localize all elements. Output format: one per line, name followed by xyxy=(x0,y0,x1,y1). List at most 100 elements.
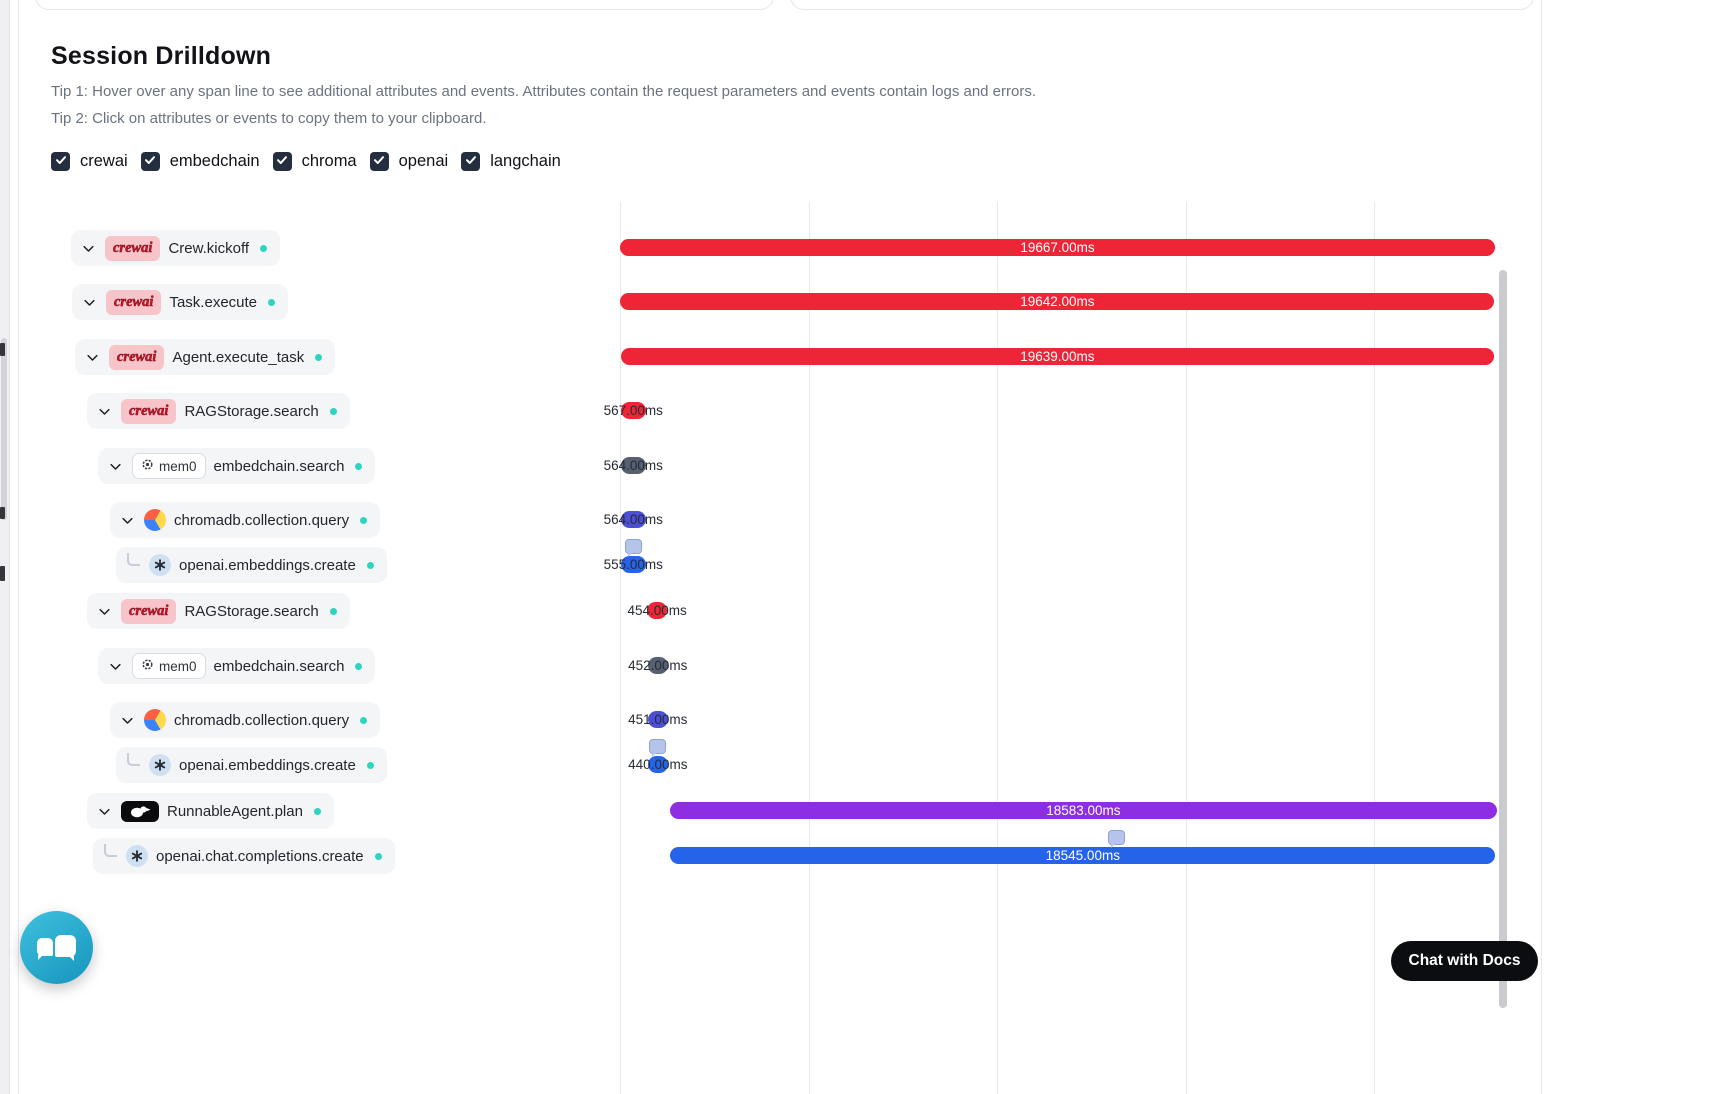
span-name: Agent.execute_task xyxy=(172,348,305,366)
timeline-gridline xyxy=(620,202,621,1094)
status-dot xyxy=(360,716,368,724)
duration-label: 567.00ms xyxy=(603,403,663,418)
tip-2: Tip 2: Click on attributes or events to … xyxy=(51,110,487,127)
span-duration-bar[interactable]: 19639.00ms xyxy=(620,348,1495,365)
event-bubble-icon[interactable] xyxy=(649,739,667,757)
openai-logo-icon xyxy=(149,554,171,576)
span-row-label[interactable]: openai.embeddings.create xyxy=(116,747,387,783)
event-bubble-icon[interactable] xyxy=(624,539,642,557)
span-row-label[interactable]: chromadb.collection.query xyxy=(110,702,381,738)
crewai-logo-badge: crewai xyxy=(121,598,177,624)
duration-label: 19667.00ms xyxy=(1020,240,1095,255)
status-dot xyxy=(329,407,337,415)
span-duration-bar[interactable] xyxy=(620,457,646,474)
filter-langchain: langchain xyxy=(461,152,561,171)
filter-label: chroma xyxy=(301,152,357,170)
span-row-label[interactable]: mem0 embedchain.search xyxy=(98,448,376,484)
span-name: chromadb.collection.query xyxy=(174,511,350,529)
chevron-down-icon[interactable] xyxy=(96,803,113,820)
span-row-label[interactable]: crewai Crew.kickoff xyxy=(71,230,281,266)
clipped-content-fragment xyxy=(0,566,5,581)
span-duration-bar[interactable] xyxy=(647,657,668,674)
chevron-down-icon[interactable] xyxy=(80,240,97,257)
filter-chroma: chroma xyxy=(272,152,357,171)
chevron-down-icon[interactable] xyxy=(107,458,124,475)
chevron-down-icon[interactable] xyxy=(84,349,101,366)
chevron-down-icon[interactable] xyxy=(119,512,136,529)
span-row-label[interactable]: openai.chat.completions.create xyxy=(93,838,395,874)
page-title: Session Drilldown xyxy=(51,42,271,71)
span-row-label[interactable]: openai.embeddings.create xyxy=(116,547,387,583)
chat-bubbles-icon xyxy=(37,935,77,961)
chat-with-docs-button[interactable]: Chat with Docs xyxy=(1391,941,1538,981)
span-name: RAGStorage.search xyxy=(184,402,319,420)
span-name: RunnableAgent.plan xyxy=(167,802,303,820)
left-edge-strip xyxy=(0,0,10,1094)
span-duration-bar[interactable]: 19667.00ms xyxy=(620,239,1495,256)
filter-label: embedchain xyxy=(169,152,260,170)
span-row-label[interactable]: RunnableAgent.plan xyxy=(87,793,334,829)
chevron-down-icon[interactable] xyxy=(96,403,113,420)
chat-widget-button[interactable] xyxy=(20,911,93,984)
span-duration-bar[interactable] xyxy=(620,556,646,573)
mem0-label: mem0 xyxy=(159,458,197,474)
filter-openai: openai xyxy=(369,152,448,171)
chevron-down-icon[interactable] xyxy=(119,712,136,729)
span-duration-bar[interactable] xyxy=(647,602,668,619)
duration-label: 451.00ms xyxy=(628,712,688,727)
status-dot xyxy=(355,462,363,470)
event-bubble-icon[interactable] xyxy=(1107,830,1125,848)
filter-crewai: crewai xyxy=(51,152,128,171)
span-row-label[interactable]: chromadb.collection.query xyxy=(110,502,381,538)
span-row-label[interactable]: mem0 embedchain.search xyxy=(98,648,376,684)
status-dot xyxy=(360,516,368,524)
filter-checkbox-embedchain[interactable] xyxy=(140,152,160,171)
filter-label: langchain xyxy=(490,152,561,170)
openai-logo-icon xyxy=(149,754,171,776)
duration-label: 555.00ms xyxy=(603,557,663,572)
span-name: Crew.kickoff xyxy=(168,239,250,257)
span-duration-bar[interactable] xyxy=(620,511,646,528)
timeline-gridline xyxy=(1185,202,1187,1094)
span-duration-bar[interactable] xyxy=(648,756,668,773)
span-row-label[interactable]: crewai Agent.execute_task xyxy=(75,339,336,375)
span-name: embedchain.search xyxy=(213,657,345,675)
filter-checkbox-openai[interactable] xyxy=(369,152,389,171)
filter-embedchain: embedchain xyxy=(140,152,260,171)
status-dot xyxy=(260,244,268,252)
page-title-text: Session Drilldown xyxy=(51,42,272,70)
span-duration-bar[interactable]: 18583.00ms xyxy=(670,802,1497,819)
clipped-content-fragment xyxy=(0,507,5,519)
clipped-content-fragment xyxy=(0,343,5,356)
chroma-logo-icon xyxy=(144,709,166,731)
vertical-scrollbar[interactable] xyxy=(1499,270,1507,1008)
filter-checkbox-chroma[interactable] xyxy=(272,152,292,171)
span-duration-bar[interactable] xyxy=(620,402,646,419)
timeline-gridline xyxy=(808,202,810,1094)
span-duration-bar[interactable]: 18545.00ms xyxy=(670,847,1496,864)
span-duration-bar[interactable] xyxy=(647,711,668,728)
chevron-down-icon[interactable] xyxy=(107,658,124,675)
gear-icon xyxy=(141,658,154,674)
duration-label: 452.00ms xyxy=(628,658,688,673)
langchain-logo-badge xyxy=(121,800,159,822)
check-icon xyxy=(55,152,67,171)
span-name: chromadb.collection.query xyxy=(174,711,350,729)
span-row-label[interactable]: crewai Task.execute xyxy=(72,284,289,320)
duration-label: 19642.00ms xyxy=(1020,294,1095,309)
span-row-label[interactable]: crewai RAGStorage.search xyxy=(87,393,350,429)
filter-checkbox-crewai[interactable] xyxy=(51,152,70,171)
span-row-label[interactable]: crewai RAGStorage.search xyxy=(87,593,350,629)
window-scrollbar-fragment[interactable] xyxy=(1,338,7,520)
elbow-connector-icon xyxy=(127,553,140,566)
chevron-down-icon[interactable] xyxy=(96,603,113,620)
duration-label: 454.00ms xyxy=(627,603,687,618)
chevron-down-icon[interactable] xyxy=(81,294,98,311)
span-duration-bar[interactable]: 19642.00ms xyxy=(620,293,1495,310)
span-name: embedchain.search xyxy=(213,457,345,475)
crewai-logo-badge: crewai xyxy=(109,344,165,370)
status-dot xyxy=(313,807,321,815)
filter-checkbox-langchain[interactable] xyxy=(461,152,481,171)
check-icon xyxy=(276,152,288,171)
vendor-filters: crewai embedchain chroma openai langchain xyxy=(51,152,561,171)
